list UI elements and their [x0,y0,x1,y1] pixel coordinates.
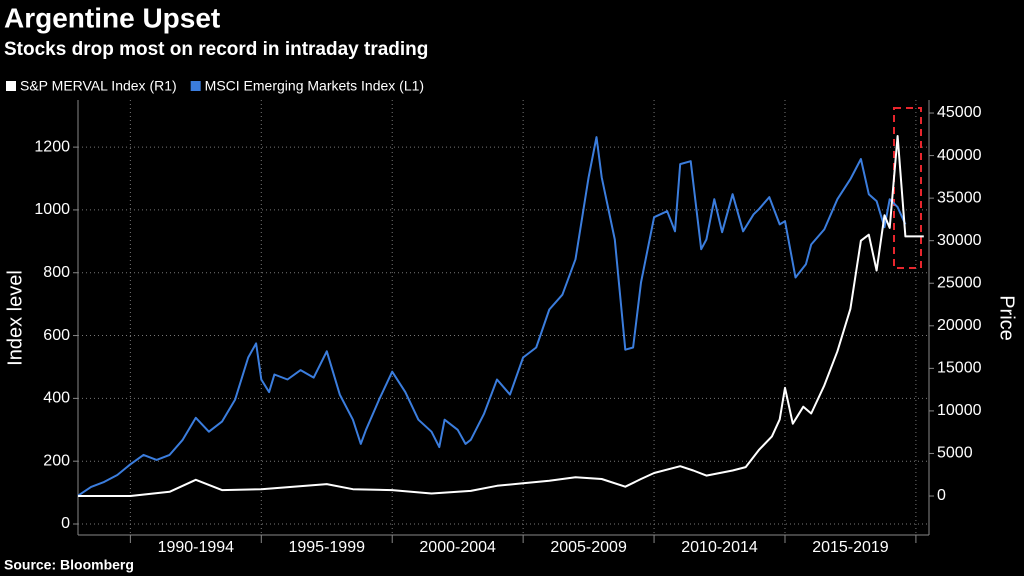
x-tick-label: 1990-1994 [158,539,235,556]
line [77,136,907,497]
y-tick-label: 800 [43,264,70,281]
y2-tick-label: 10000 [937,402,982,419]
y-tick-label: 200 [43,452,70,469]
y2-tick-label: 30000 [937,232,982,249]
x-tick-label: 1995-1999 [288,539,365,556]
x-tick-label: 2000-2004 [419,539,496,556]
y2-tick-label: 20000 [937,317,982,334]
y2-tick-label: 25000 [937,274,982,291]
y2-tick-label: 35000 [937,189,982,206]
legend-swatch [190,81,201,91]
y-tick-label: 600 [43,327,70,344]
chart-subtitle: Stocks drop most on record in intraday t… [4,39,428,60]
y2-tick-label: 45000 [937,104,982,121]
source: Source: Bloomberg [4,557,134,573]
legend-swatch [6,81,16,91]
y2-tick-label: 0 [937,487,946,504]
line [78,135,924,497]
x-tick-label: 2010-2014 [681,539,758,556]
y2-tick-label: 5000 [937,445,973,462]
y-axis-title: Index level [4,270,26,366]
y-tick-label: 400 [43,390,70,407]
y2-axis-title: Price [996,295,1018,341]
chart-title: Argentine Upset [4,2,220,33]
y2-tick-label: 15000 [937,360,982,377]
y-tick-label: 0 [61,515,70,532]
y-tick-label: 1200 [34,138,70,155]
x-tick-label: 2005-2009 [550,539,627,556]
legend-label: S&P MERVAL Index (R1) [20,78,177,94]
legend-label: MSCI Emerging Markets Index (L1) [205,78,424,94]
y2-tick-label: 40000 [937,147,982,164]
x-tick-label: 2015-2019 [812,539,889,556]
y-tick-label: 1000 [34,201,70,218]
